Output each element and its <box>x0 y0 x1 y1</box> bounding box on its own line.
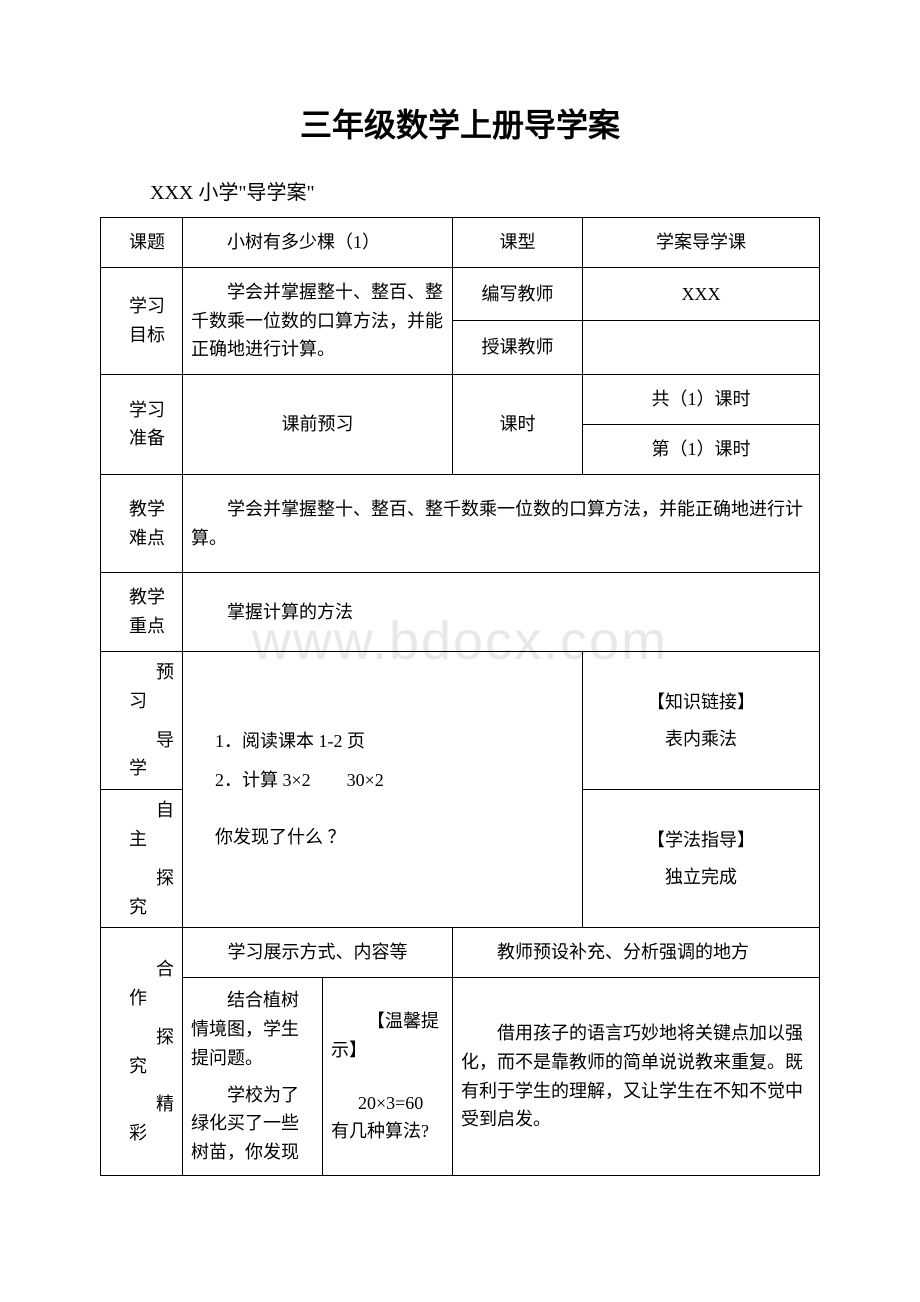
table-row: 学习目标 学会并掌握整十、整百、整千数乘一位数的口算方法，并能正确地进行计算。 … <box>101 267 820 321</box>
knowledge-link: 【知识链接】 表内乘法 <box>583 651 820 789</box>
prep-value: 课前预习 <box>183 375 453 475</box>
label-keypoint: 教学重点 <box>101 573 183 652</box>
type-label: 课型 <box>453 218 583 268</box>
type-value: 学案导学课 <box>583 218 820 268</box>
label-preview-2: 导学 <box>129 726 174 784</box>
table-row: 合作 探究 精彩 学习展示方式、内容等 教师预设补充、分析强调的地方 <box>101 928 820 978</box>
label-objective: 学习目标 <box>101 267 183 374</box>
author-value: XXX <box>583 267 820 321</box>
label-preview: 预习 导学 <box>101 651 183 789</box>
label-coop-2: 探究 <box>129 1023 174 1081</box>
label-preview-1: 预习 <box>129 658 174 716</box>
difficulty-value: 学会并掌握整十、整百、整千数乘一位数的口算方法，并能正确地进行计算。 <box>183 474 820 573</box>
selfstudy-content: 你发现了什么 ？ <box>197 823 568 852</box>
coop-col2: 【温馨提示】 20×3=60 有几种算法? <box>323 978 453 1176</box>
knowledge-link-content: 表内乘法 <box>597 725 805 754</box>
subtitle: XXX 小学"导学案" <box>150 176 820 205</box>
method-guide: 【学法指导】 独立完成 <box>583 790 820 928</box>
objective-value: 学会并掌握整十、整百、整千数乘一位数的口算方法，并能正确地进行计算。 <box>183 267 453 374</box>
preview-line1: 1．阅读课本 1-2 页 <box>197 727 568 756</box>
document-content: 三年级数学上册导学案 XXX 小学"导学案" 课题 小树有多少棵（1） 课型 学… <box>100 100 820 1176</box>
label-prep: 学习准备 <box>101 375 183 475</box>
knowledge-link-title: 【知识链接】 <box>597 688 805 717</box>
keypoint-value: 掌握计算的方法 <box>183 573 820 652</box>
page-title: 三年级数学上册导学案 <box>100 100 820 146</box>
preview-content: 1．阅读课本 1-2 页 2．计算 3×2 30×2 你发现了什么 ？ <box>183 651 583 927</box>
method-guide-title: 【学法指导】 <box>597 826 805 855</box>
display-header-left: 学习展示方式、内容等 <box>183 928 453 978</box>
label-difficulty: 教学难点 <box>101 474 183 573</box>
coop-col3: 借用孩子的语言巧妙地将关键点加以强化，而不是靠教师的简单说说教来重复。既有利于学… <box>453 978 820 1176</box>
table-row: 教学重点 掌握计算的方法 <box>101 573 820 652</box>
table-row: 教学难点 学会并掌握整十、整百、整千数乘一位数的口算方法，并能正确地进行计算。 <box>101 474 820 573</box>
period-1: 共（1）课时 <box>583 375 820 425</box>
display-header-right: 教师预设补充、分析强调的地方 <box>453 928 820 978</box>
table-row: 结合植树情境图，学生提问题。 学校为了绿化买了一些树苗，你发现 【温馨提示】 2… <box>101 978 820 1176</box>
method-guide-content: 独立完成 <box>597 863 805 892</box>
label-topic: 课题 <box>101 218 183 268</box>
coop-col2-title: 【温馨提示】 <box>331 1007 444 1065</box>
teacher-value <box>583 321 820 375</box>
table-row: 预习 导学 1．阅读课本 1-2 页 2．计算 3×2 30×2 你发现了什么 … <box>101 651 820 789</box>
label-coop: 合作 探究 精彩 <box>101 928 183 1176</box>
teacher-label: 授课教师 <box>453 321 583 375</box>
label-selfstudy: 自主 探究 <box>101 790 183 928</box>
table-row: 课题 小树有多少棵（1） 课型 学案导学课 <box>101 218 820 268</box>
period-2: 第（1）课时 <box>583 424 820 474</box>
author-label: 编写教师 <box>453 267 583 321</box>
lesson-plan-table: 课题 小树有多少棵（1） 课型 学案导学课 学习目标 学会并掌握整十、整百、整千… <box>100 217 820 1176</box>
label-coop-1: 合作 <box>129 955 174 1013</box>
label-selfstudy-2: 探究 <box>129 864 174 922</box>
coop-col1-p2: 学校为了绿化买了一些树苗，你发现 <box>191 1081 314 1167</box>
coop-col1: 结合植树情境图，学生提问题。 学校为了绿化买了一些树苗，你发现 <box>183 978 323 1176</box>
label-coop-3: 精彩 <box>129 1090 174 1148</box>
period-label: 课时 <box>453 375 583 475</box>
table-row: 学习准备 课前预习 课时 共（1）课时 <box>101 375 820 425</box>
preview-line2: 2．计算 3×2 30×2 <box>197 766 568 795</box>
coop-col1-p1: 结合植树情境图，学生提问题。 <box>191 986 314 1072</box>
topic-value: 小树有多少棵（1） <box>183 218 453 268</box>
label-selfstudy-1: 自主 <box>129 796 174 854</box>
coop-col2-content: 20×3=60 有几种算法? <box>331 1089 444 1147</box>
